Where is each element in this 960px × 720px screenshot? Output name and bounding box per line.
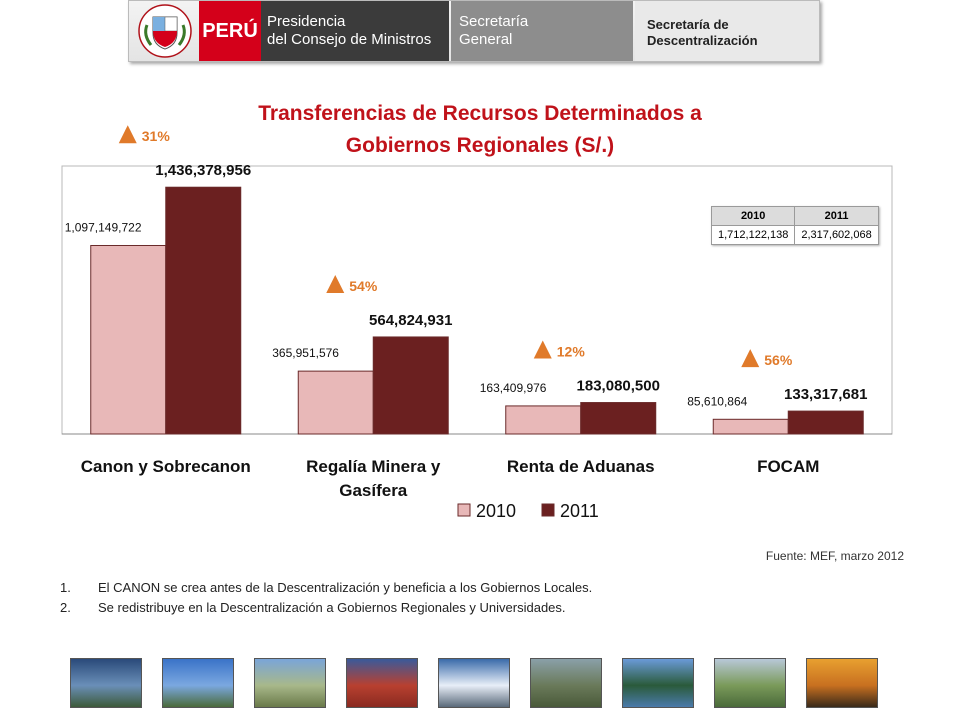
bar-2011 <box>580 402 657 435</box>
data-label-2010: 85,610,864 <box>687 394 747 408</box>
pcm-line-2: del Consejo de Ministros <box>267 31 432 48</box>
lake-photo <box>70 658 142 708</box>
category-label: Canon y Sobrecanon <box>81 457 251 476</box>
pyramid-photo <box>346 658 418 708</box>
data-label-2010: 1,097,149,722 <box>65 220 142 234</box>
bar-2011 <box>372 336 449 435</box>
bar-2010 <box>297 370 374 435</box>
data-label-2011: 133,317,681 <box>784 386 867 403</box>
growth-label: 56% <box>764 352 793 368</box>
lagoon-photo <box>622 658 694 708</box>
growth-arrow-icon <box>118 125 137 144</box>
bar-2010 <box>90 244 167 435</box>
sg-line-1: Secretaría <box>459 13 529 30</box>
bar-2011 <box>165 186 242 435</box>
growth-arrow-icon <box>326 274 345 293</box>
source-note: Fuente: MEF, marzo 2012 <box>765 549 904 563</box>
growth-label: 54% <box>349 278 378 294</box>
data-label-2010: 163,409,976 <box>480 381 547 395</box>
note-number: 2. <box>60 600 71 615</box>
totals-header-row: 2010 2011 <box>710 206 879 226</box>
note-item: 2. Se redistribuye en la Descentralizació… <box>60 598 820 618</box>
notes-list: 1. El CANON se crea antes de la Descentra… <box>60 578 820 618</box>
pcm-label: Presidencia del Consejo de Ministros <box>261 1 449 61</box>
secretaria-general-label: Secretaría General <box>451 1 633 61</box>
peru-label: PERÚ <box>199 1 261 61</box>
legend-swatch-2011 <box>541 503 555 517</box>
note-number: 1. <box>60 580 71 595</box>
chart-title-line-1: Transferencias de Recursos Determinados … <box>258 102 702 125</box>
totals-value-2011: 2,317,602,068 <box>794 225 879 245</box>
photo-strip <box>70 658 886 710</box>
totals-value-row: 1,712,122,138 2,317,602,068 <box>710 225 879 245</box>
ruins-photo <box>530 658 602 708</box>
data-label-2011: 1,436,378,956 <box>155 162 251 179</box>
sd-line-2: Descentralización <box>647 33 758 48</box>
growth-arrow-icon <box>533 340 552 359</box>
data-label-2011: 564,824,931 <box>369 312 452 329</box>
secretaria-descentralizacion-label: Secretaría de Descentralización <box>635 1 819 61</box>
valley-photo <box>714 658 786 708</box>
sg-line-2: General <box>459 31 513 48</box>
data-label-2011: 183,080,500 <box>577 378 660 395</box>
snow-peak-photo <box>438 658 510 708</box>
plaza-photo <box>162 658 234 708</box>
pcm-line-1: Presidencia <box>267 13 346 30</box>
totals-table: 2010 2011 1,712,122,138 2,317,602,068 <box>710 206 879 245</box>
note-text: El CANON se crea antes de la Descentrali… <box>98 580 593 595</box>
note-item: 1. El CANON se crea antes de la Descentra… <box>60 578 820 598</box>
header-banner: PERÚ Presidencia del Consejo de Ministro… <box>128 0 820 62</box>
bar-chart: 1,097,149,722 1,436,378,956 31% Canon y Sob… <box>61 125 893 521</box>
category-label: Renta de Aduanas <box>507 457 655 476</box>
growth-label: 12% <box>557 344 586 360</box>
legend-label-2010: 2010 <box>476 501 516 521</box>
chart-title-line-2: Gobiernos Regionales (S/.) <box>345 134 615 157</box>
category-label: Gasífera <box>339 481 408 500</box>
data-label-2010: 365,951,576 <box>272 346 339 360</box>
bar-2010 <box>712 418 789 435</box>
coat-of-arms-icon <box>138 4 192 58</box>
bar-2011 <box>787 410 864 435</box>
bar-2010 <box>505 405 582 435</box>
sd-line-1: Secretaría de <box>647 17 729 32</box>
mountain-photo <box>254 658 326 708</box>
totals-header-2010: 2010 <box>710 206 796 226</box>
growth-arrow-icon <box>741 349 760 368</box>
totals-value-2010: 1,712,122,138 <box>710 225 796 245</box>
note-text: Se redistribuye en la Descentralización … <box>98 600 566 615</box>
category-label: FOCAM <box>757 457 819 476</box>
legend-swatch-2010 <box>457 503 471 517</box>
chart-title: Transferencias de Recursos Determinados … <box>200 98 760 162</box>
legend-label-2011: 2011 <box>560 501 599 521</box>
category-label: Regalía Minera y <box>306 457 441 476</box>
growth-label: 31% <box>142 128 171 144</box>
totals-header-2011: 2011 <box>794 206 879 226</box>
sunset-photo <box>806 658 878 708</box>
